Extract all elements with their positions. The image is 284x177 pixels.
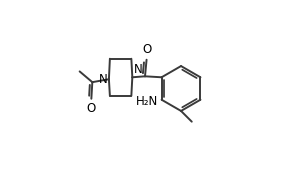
Text: N: N	[134, 63, 143, 76]
Text: H₂N: H₂N	[136, 95, 158, 108]
Text: N: N	[99, 73, 107, 86]
Text: O: O	[87, 102, 96, 115]
Text: O: O	[142, 43, 151, 56]
